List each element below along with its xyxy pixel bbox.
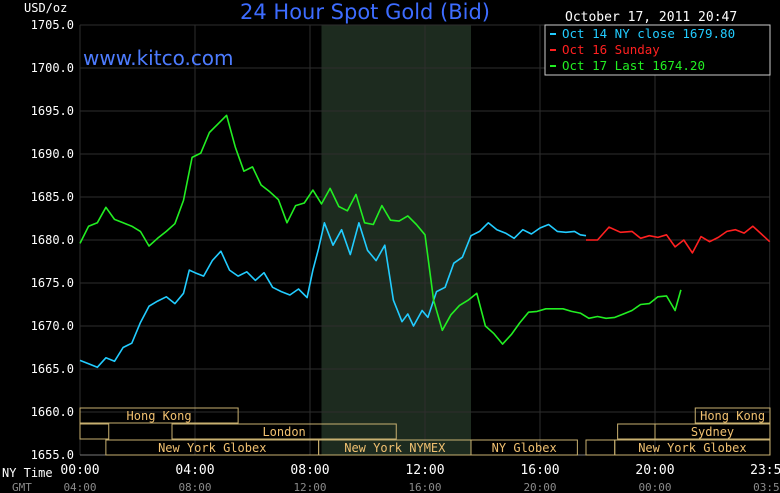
legend-box [544, 24, 771, 76]
x-tick-label-ny: 16:00 [520, 463, 559, 478]
x-tick-label-ny: 04:00 [175, 463, 214, 478]
y-tick-label: 1700.0 [31, 61, 74, 75]
session-box-fragment [79, 423, 110, 440]
x-axis-ticks: 00:00 04:00 04:00 08:00 08:00 12:00 12:00 16:00… [60, 463, 780, 493]
session-box [79, 407, 239, 424]
session-label: NY Globex [492, 441, 557, 455]
x-tick-label-gmt: 16:00 [408, 481, 441, 493]
session-label: New York Globex [638, 441, 746, 455]
x-tick-label-gmt: 03:59 [753, 481, 780, 493]
y-axis-label: USD/oz [24, 1, 67, 15]
y-tick-label: 1660.0 [31, 405, 74, 419]
chart-title: 24 Hour Spot Gold (Bid) [240, 0, 490, 24]
session-label: Hong Kong [127, 409, 192, 423]
series-line [586, 225, 771, 254]
x-tick-label-ny: 23:59 [750, 463, 780, 478]
x-tick-label-gmt: 08:00 [178, 481, 211, 493]
session-label: New York NYMEX [344, 441, 446, 455]
price-series [79, 114, 771, 369]
y-tick-label: 1690.0 [31, 147, 74, 161]
x-tick-label-gmt: 04:00 [63, 481, 96, 493]
y-tick-label: 1675.0 [31, 276, 74, 290]
y-axis-ticks: 1705.0 1700.0 1695.0 1690.0 1685.0 1680.0 1675… [31, 18, 74, 462]
session-box [694, 407, 771, 424]
y-tick-label: 1705.0 [31, 18, 74, 32]
session-box [654, 423, 771, 440]
x-axis-name-gmt: GMT [12, 481, 32, 493]
session-label: New York Globex [158, 441, 266, 455]
session-label: Sydney [691, 425, 734, 439]
session-box [470, 439, 578, 456]
x-tick-label-gmt: 12:00 [293, 481, 326, 493]
market-sessions: Hong Kong London New York Globex New York N… [79, 407, 771, 456]
legend-entry: Oct 16 Sunday [562, 42, 660, 57]
session-box [614, 439, 771, 456]
y-tick-label: 1655.0 [31, 448, 74, 462]
session-label: Hong Kong [700, 409, 765, 423]
y-tick-label: 1680.0 [31, 233, 74, 247]
x-tick-label-gmt: 00:00 [638, 481, 671, 493]
y-tick-label: 1685.0 [31, 190, 74, 204]
x-tick-label-ny: 12:00 [405, 463, 444, 478]
chart-timestamp: October 17, 2011 20:47 [565, 10, 737, 25]
legend-entry: Oct 17 Last 1674.20 [562, 58, 705, 73]
x-tick-label-ny: 08:00 [290, 463, 329, 478]
y-tick-label: 1670.0 [31, 319, 74, 333]
x-tick-label-ny: 20:00 [635, 463, 674, 478]
session-label: London [262, 425, 305, 439]
x-tick-label-ny: 00:00 [60, 463, 99, 478]
x-tick-label-gmt: 20:00 [523, 481, 556, 493]
series-line [79, 114, 682, 345]
x-axis-name-ny: NY Time [2, 466, 53, 480]
y-tick-label: 1665.0 [31, 362, 74, 376]
session-box [171, 423, 397, 440]
y-tick-label: 1695.0 [31, 104, 74, 118]
series-line [79, 222, 587, 369]
legend-entry: Oct 14 NY close 1679.80 [562, 26, 735, 41]
watermark: www.kitco.com [83, 46, 234, 70]
